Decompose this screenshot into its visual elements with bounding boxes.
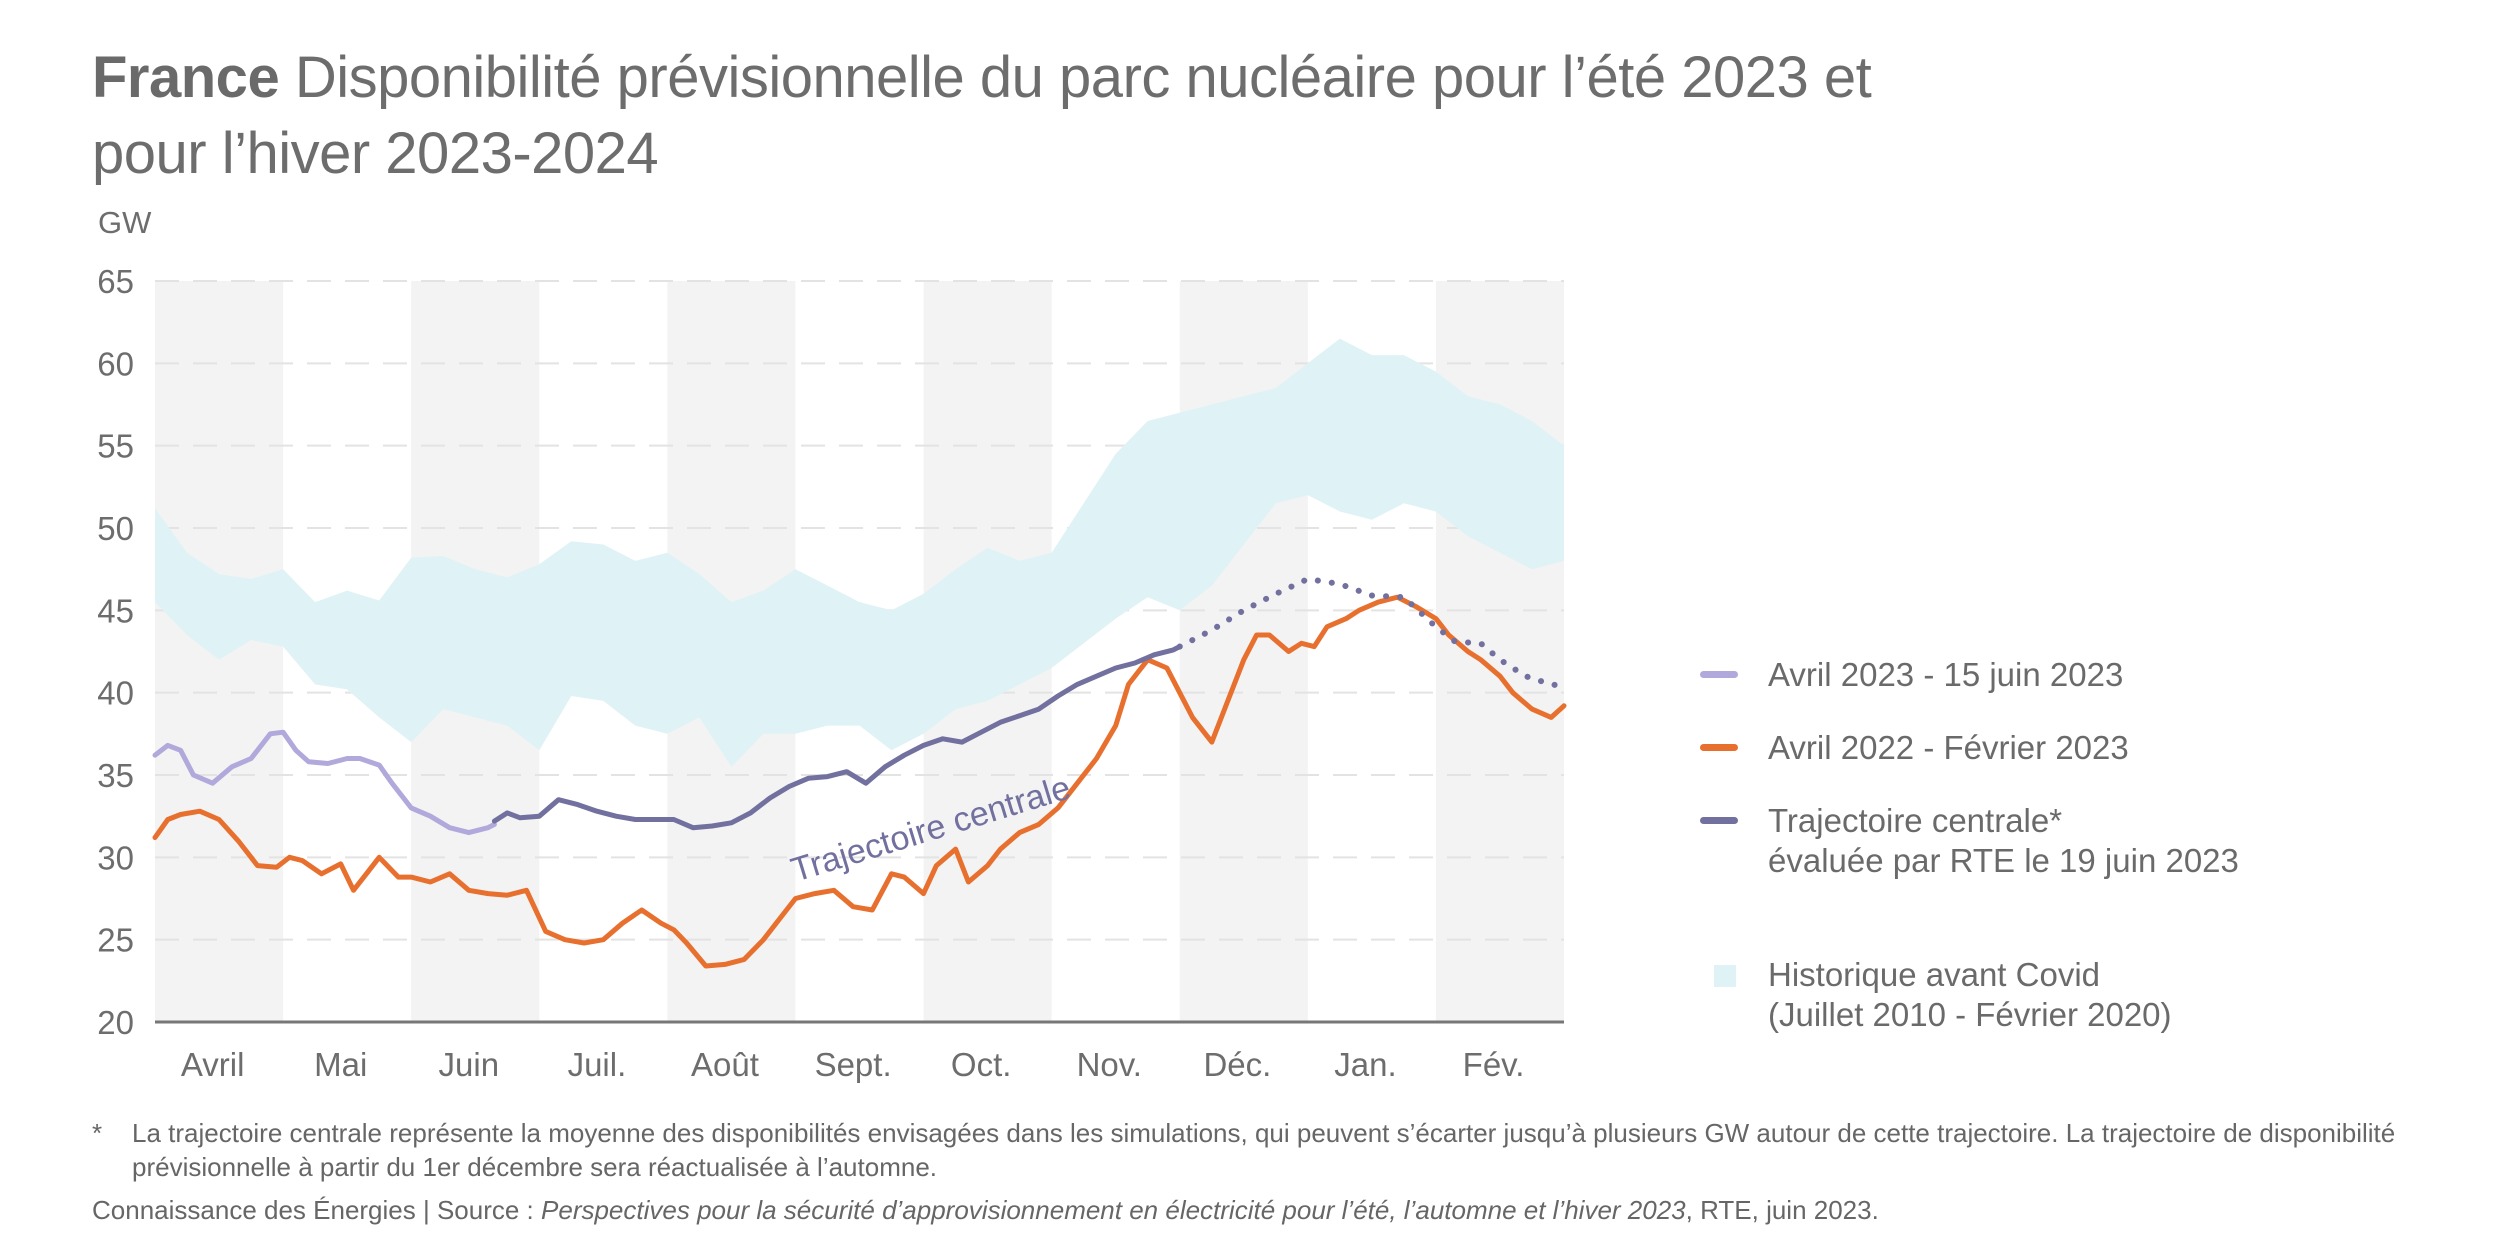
y-tick-label: 30	[97, 839, 134, 876]
legend-swatch	[1700, 817, 1738, 824]
series-line-2	[491, 644, 1183, 831]
y-tick-label: 60	[97, 345, 134, 382]
y-tick-label: 25	[97, 922, 134, 959]
y-axis-unit: GW	[98, 205, 152, 240]
y-tick-label: 50	[97, 510, 134, 547]
legend-label: Avril 2023 - 15 juin 2023	[1768, 656, 2124, 693]
series-line-0	[152, 729, 497, 836]
legend-label-line2: évaluée par RTE le 19 juin 2023	[1768, 842, 2239, 879]
y-tick-label: 40	[97, 675, 134, 712]
x-tick-label: Sept.	[815, 1046, 892, 1083]
legend-label-line2: (Juillet 2010 - Février 2020)	[1768, 996, 2172, 1033]
historical-band	[155, 338, 1564, 767]
footnote-marker: *	[92, 1118, 103, 1148]
x-tick-label: Mai	[314, 1046, 367, 1083]
y-tick-label: 45	[97, 592, 134, 629]
x-tick-label: Nov.	[1077, 1046, 1142, 1083]
legend-swatch	[1714, 965, 1736, 987]
x-tick-label: Oct.	[951, 1046, 1012, 1083]
x-tick-label: Juin	[439, 1046, 500, 1083]
y-tick-label: 65	[97, 263, 134, 300]
legend-label-line1: Trajectoire centrale*	[1768, 802, 2063, 839]
legend-label: Trajectoire centrale* évaluée par RTE le…	[1768, 801, 2239, 881]
legend-label-line1: Historique avant Covid	[1768, 956, 2100, 993]
series-lines	[152, 576, 1567, 969]
footnote-text: La trajectoire centrale représente la mo…	[132, 1118, 2396, 1182]
source-title: Perspectives pour la sécurité d’approvis…	[541, 1195, 1686, 1225]
historical-band-area	[155, 338, 1564, 767]
source-suffix: , RTE, juin 2023.	[1685, 1195, 1879, 1225]
legend-swatch	[1700, 671, 1738, 678]
x-tick-label: Déc.	[1203, 1046, 1271, 1083]
tick-labels: 20 25 30 35 40 45 50 55 60 65 Avril Mai Juin Juil. Aoû…	[97, 263, 1524, 1083]
footnote: * La trajectoire centrale représente la …	[92, 1116, 2422, 1186]
x-tick-label: Fév.	[1463, 1046, 1525, 1083]
source-line: Connaissance des Énergies | Source : Per…	[92, 1193, 1879, 1227]
x-tick-label: Juil.	[568, 1046, 627, 1083]
y-tick-label: 20	[97, 1004, 134, 1041]
chart-title: France Disponibilité prévisionnelle du p…	[92, 40, 2042, 192]
x-tick-label: Août	[691, 1046, 759, 1083]
title-text-line2: pour l’hiver 2023-2024	[92, 121, 659, 186]
series-line-3	[1176, 576, 1567, 690]
source-prefix: Connaissance des Énergies | Source :	[92, 1195, 542, 1225]
series-line-1	[152, 594, 1567, 969]
title-text: Disponibilité prévisionnelle du parc nuc…	[294, 45, 1872, 110]
y-tick-label: 55	[97, 428, 134, 465]
legend-label: Historique avant Covid (Juillet 2010 - F…	[1768, 955, 2172, 1035]
y-tick-label: 35	[97, 757, 134, 794]
x-tick-label: Avril	[181, 1046, 245, 1083]
legend-swatch	[1700, 744, 1738, 751]
x-tick-label: Jan.	[1334, 1046, 1396, 1083]
title-country: France	[92, 45, 280, 110]
legend-label: Avril 2022 - Février 2023	[1768, 729, 2129, 766]
